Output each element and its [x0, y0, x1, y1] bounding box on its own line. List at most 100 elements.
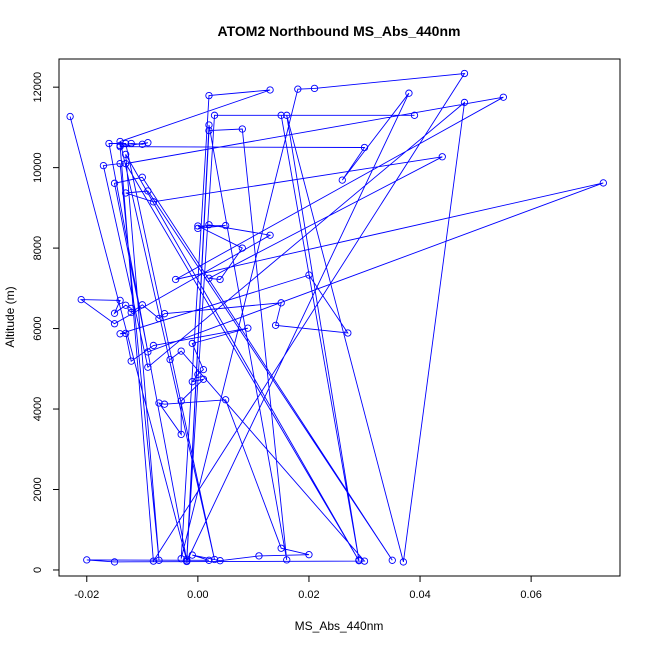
- data-point: [122, 329, 130, 338]
- data-point: [183, 555, 191, 563]
- data-point: [194, 370, 202, 379]
- y-tick-label: 12000: [32, 72, 44, 103]
- data-point: [460, 98, 469, 107]
- data-point: [199, 375, 208, 383]
- data-point: [399, 558, 408, 566]
- y-tick-label: 4000: [32, 397, 44, 421]
- data-point: [177, 430, 185, 439]
- data-point: [155, 556, 163, 564]
- data-point: [127, 308, 135, 317]
- data-point: [160, 310, 169, 318]
- x-tick-label: -0.02: [74, 589, 99, 601]
- data-point: [277, 299, 285, 307]
- data-point: [188, 551, 196, 559]
- data-point: [244, 324, 252, 332]
- data-point: [221, 396, 230, 404]
- y-tick-label: 6000: [32, 316, 44, 340]
- data-point: [99, 161, 108, 170]
- data-point: [122, 159, 130, 168]
- data-point: [255, 552, 263, 560]
- data-point: [149, 557, 158, 565]
- x-tick-label: 0.04: [409, 589, 430, 601]
- data-point: [205, 91, 213, 100]
- y-tick-label: 0: [32, 567, 44, 573]
- data-point: [294, 85, 302, 93]
- data-point: [205, 121, 213, 129]
- data-point: [360, 143, 369, 152]
- data-point: [221, 221, 230, 230]
- data-point: [405, 89, 413, 97]
- x-tick-label: 0.06: [520, 589, 541, 601]
- data-point: [116, 330, 124, 338]
- data-point: [210, 555, 219, 564]
- data-point: [144, 363, 152, 371]
- data-point: [116, 159, 124, 168]
- data-point: [205, 221, 213, 229]
- data-point: [110, 309, 119, 317]
- data-point: [127, 357, 135, 365]
- y-tick-label: 2000: [32, 477, 44, 501]
- data-point: [110, 320, 119, 328]
- data-point: [122, 301, 130, 309]
- data-point: [205, 556, 213, 564]
- data-point: [460, 69, 469, 78]
- data-point: [105, 139, 113, 148]
- data-point: [177, 397, 185, 405]
- data-point: [277, 111, 285, 119]
- plot-frame: [58, 58, 621, 577]
- data-point: [305, 271, 313, 279]
- x-axis: -0.02 0.00 0.02 0.04 0.06: [74, 576, 542, 601]
- data-point: [110, 558, 119, 566]
- data-point: [277, 544, 285, 552]
- data-point: [77, 295, 85, 304]
- data-point: [205, 274, 213, 282]
- data-point: [344, 329, 352, 337]
- data-point: [177, 555, 185, 563]
- y-tick-label: 8000: [32, 236, 44, 260]
- data-point: [122, 189, 130, 197]
- data-point: [438, 153, 446, 161]
- data-point: [127, 304, 135, 313]
- data-point: [116, 137, 124, 146]
- data-point: [305, 551, 313, 559]
- data-point: [238, 125, 246, 133]
- data-point: [183, 557, 191, 566]
- data-point: [138, 173, 146, 181]
- data-point: [144, 187, 152, 195]
- data-point: [188, 378, 196, 386]
- data-point: [177, 347, 185, 355]
- chart-title: ATOM2 Northbound MS_Abs_440nm: [218, 23, 461, 39]
- data-point: [499, 93, 508, 101]
- data-point: [160, 400, 169, 408]
- data-point: [283, 556, 291, 564]
- data-point: [116, 296, 124, 305]
- series-profile: [66, 69, 607, 566]
- data-point: [166, 355, 174, 364]
- data-point: [205, 126, 213, 135]
- data-point: [338, 176, 346, 184]
- data-point: [266, 231, 274, 239]
- data-point: [110, 179, 119, 187]
- data-point: [194, 224, 202, 233]
- data-point: [144, 348, 152, 356]
- data-point: [138, 140, 146, 148]
- y-axis: 0 2000 4000 6000 8000 10000 12000: [32, 72, 59, 573]
- data-point: [271, 321, 280, 329]
- data-point: [66, 112, 74, 121]
- data-point: [149, 198, 158, 206]
- data-point: [216, 557, 224, 565]
- data-point: [83, 556, 91, 564]
- data-point: [216, 275, 224, 284]
- data-point: [266, 86, 274, 94]
- data-point: [199, 365, 208, 374]
- data-point: [388, 556, 396, 564]
- data-point: [116, 143, 124, 151]
- data-point: [155, 399, 163, 407]
- y-axis-label: Altitude (m): [3, 286, 17, 347]
- data-point: [155, 314, 163, 323]
- data-point: [310, 84, 319, 93]
- data-point: [194, 222, 202, 230]
- x-tick-label: 0.02: [298, 589, 319, 601]
